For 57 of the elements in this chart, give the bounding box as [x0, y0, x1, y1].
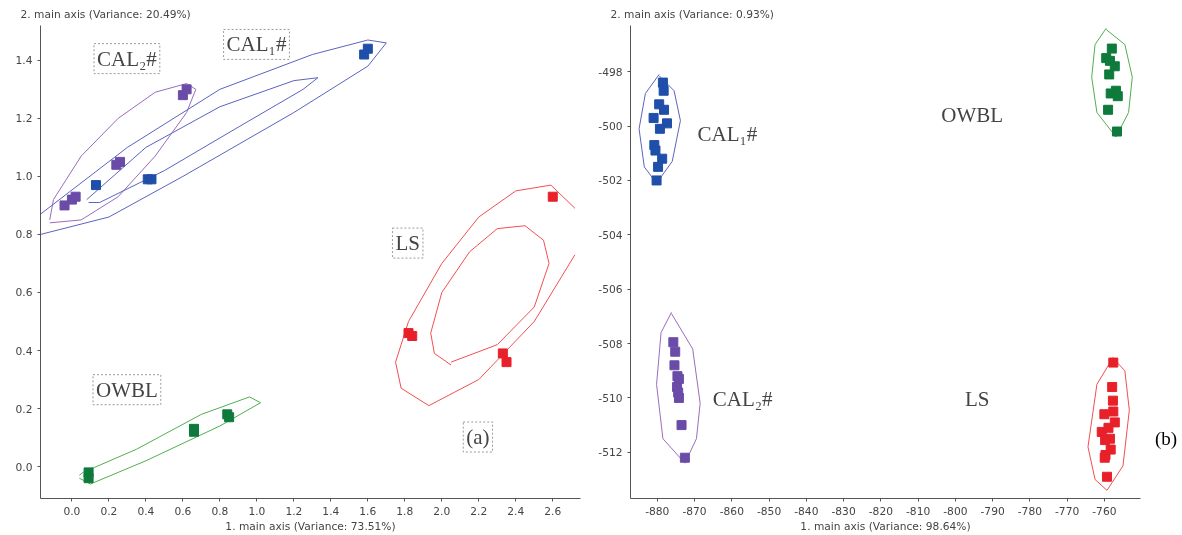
x-tick-label: -880 [645, 504, 670, 518]
annotation: OWBL [941, 103, 1004, 128]
annotation: CAL₂# [96, 46, 158, 71]
y-axis-title: 2. main axis (Variance: 20.49%) [20, 7, 191, 21]
annotation: CAL₂# [712, 387, 774, 412]
x-tick-label: -830 [831, 504, 856, 518]
x-tick-label: -770 [1055, 504, 1080, 518]
y-tick-label: -510 [598, 391, 623, 405]
x-tick-label: 1.8 [396, 504, 414, 518]
x-axis-title: 1. main axis (Variance: 73.51%) [225, 519, 396, 533]
x-tick-label: -840 [794, 504, 819, 518]
y-tick-label: -500 [598, 120, 623, 134]
annotation: LS [965, 387, 990, 412]
x-tick-label: 1.4 [322, 504, 340, 518]
y-tick-label: -512 [598, 446, 623, 460]
x-tick-label: -810 [906, 504, 931, 518]
y-tick-label: -506 [598, 283, 623, 297]
x-tick-label: 2.0 [433, 504, 451, 518]
y-tick-label: 1.0 [15, 170, 33, 184]
x-tick-label: 2.4 [507, 504, 525, 518]
y-tick-label: 0.8 [15, 228, 33, 242]
x-tick-label: -790 [980, 504, 1005, 518]
annotation: CAL₁# [226, 32, 287, 57]
annotation: CAL₁# [697, 122, 758, 147]
y-tick-label: -504 [598, 228, 623, 242]
x-tick-label: 0.2 [100, 504, 118, 518]
x-tick-label: -780 [1017, 504, 1043, 518]
y-tick-label: -498 [598, 65, 623, 79]
y-tick-label: 0.2 [15, 402, 33, 416]
x-tick-label: 0.6 [174, 504, 192, 518]
x-tick-label: 0.4 [137, 504, 155, 518]
x-tick-label: -860 [719, 504, 745, 518]
x-axis-title: 1. main axis (Variance: 98.64%) [800, 519, 971, 533]
x-tick-label: 1.2 [285, 504, 303, 518]
y-tick-label: 0.6 [15, 286, 33, 300]
text: (b) [1155, 427, 1178, 451]
x-tick-label: 2.6 [544, 504, 562, 518]
y-tick-label: -502 [598, 174, 623, 188]
y-tick-label: 1.2 [15, 112, 33, 126]
x-tick-label: 0.8 [211, 504, 229, 518]
y-tick-label: 0.4 [15, 344, 33, 358]
y-tick-label: 1.4 [15, 54, 33, 68]
annotation: LS [395, 231, 420, 256]
annotation: (a) [466, 425, 490, 450]
x-tick-label: 1.0 [248, 504, 266, 518]
x-tick-label: -870 [682, 504, 707, 518]
x-tick-label: 2.2 [470, 504, 488, 518]
x-tick-label: -800 [943, 504, 968, 518]
x-tick-label: 0.0 [63, 504, 81, 518]
x-tick-label: -850 [756, 504, 782, 518]
x-tick-label: -760 [1092, 504, 1117, 518]
y-axis-title: 2. main axis (Variance: 0.93%) [610, 7, 774, 21]
x-tick-label: -820 [868, 504, 894, 518]
annotation: OWBL [95, 377, 158, 402]
y-tick-label: 0.0 [15, 460, 33, 474]
x-tick-label: 1.6 [359, 504, 377, 518]
y-tick-label: -508 [598, 337, 623, 351]
